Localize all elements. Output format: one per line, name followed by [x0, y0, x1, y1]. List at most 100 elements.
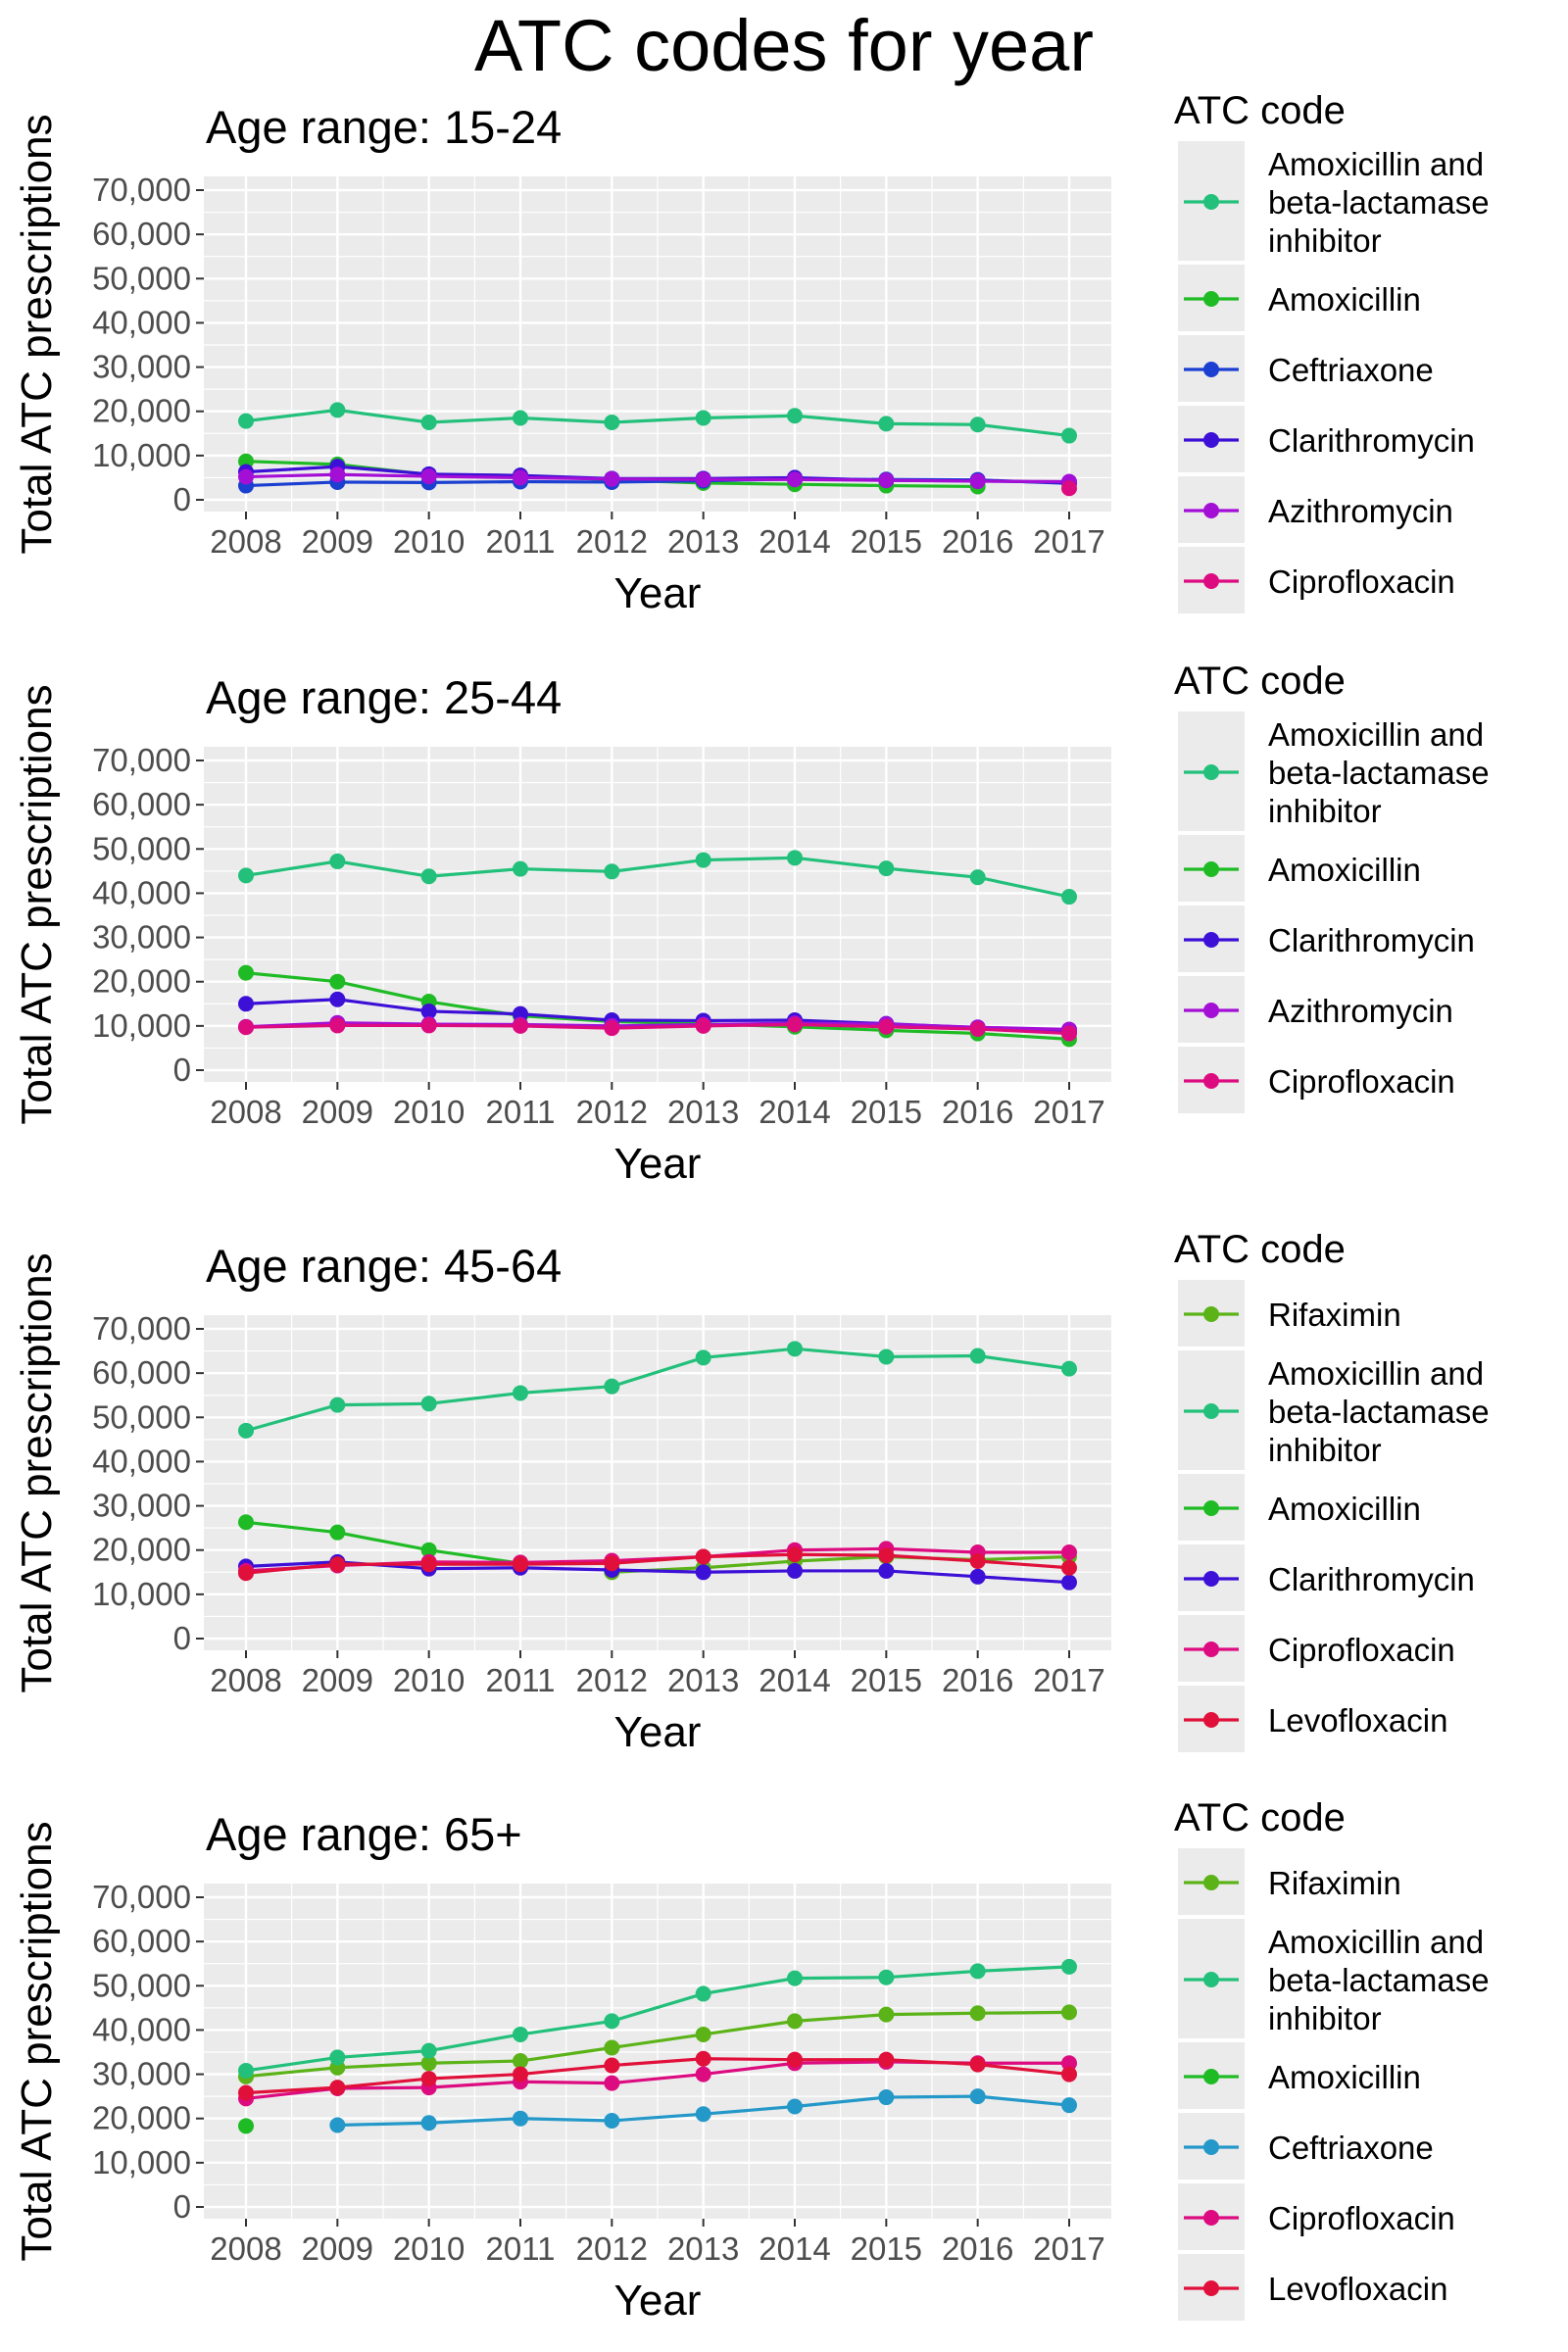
data-point: [878, 860, 895, 877]
legend-key-point: [1203, 1306, 1219, 1322]
y-tick-label: 10,000: [92, 2144, 191, 2180]
data-point: [513, 2066, 528, 2082]
legend-label: Clarithromycin: [1268, 1561, 1475, 1597]
x-tick-label: 2015: [851, 1094, 922, 1130]
data-point: [878, 416, 895, 432]
legend-label: Ciprofloxacin: [1268, 1632, 1455, 1668]
y-tick-label: 30,000: [92, 1488, 191, 1524]
legend-label: Ceftriaxone: [1268, 352, 1434, 388]
data-point: [329, 991, 346, 1007]
y-tick-label: 0: [173, 1052, 191, 1088]
x-tick-label: 2017: [1033, 1662, 1104, 1698]
data-point: [238, 2118, 254, 2134]
data-point: [420, 1017, 437, 1034]
data-point: [787, 408, 803, 424]
y-tick-label: 40,000: [92, 304, 191, 340]
data-point: [695, 2066, 711, 2082]
data-point: [420, 2042, 437, 2059]
y-tick-label: 10,000: [92, 1007, 191, 1044]
legend-label: inhibitor: [1268, 1432, 1382, 1468]
series-line: [245, 2057, 1070, 2095]
legend-label: inhibitor: [1268, 2000, 1382, 2036]
y-tick-label: 0: [173, 481, 191, 517]
legend-key-point: [1203, 1003, 1219, 1018]
data-point: [878, 1562, 895, 1579]
data-point: [329, 973, 346, 990]
data-point: [1061, 2066, 1077, 2082]
data-point: [787, 2098, 803, 2115]
x-tick-label: 2012: [576, 1094, 648, 1130]
data-point: [329, 2049, 346, 2066]
data-point: [604, 2075, 620, 2091]
data-point: [420, 1003, 437, 1019]
legend-title: ATC code: [1174, 1228, 1346, 1271]
legend: ATC code Rifaximin Amoxicillin andbeta-lac…: [1174, 1796, 1490, 2321]
x-tick-label: 2015: [851, 2230, 922, 2267]
data-point: [695, 1564, 711, 1581]
x-tick-label: 2011: [486, 1094, 556, 1130]
series-levofloxacin: [238, 2050, 1077, 2101]
series-ciprofloxacin: [1061, 480, 1077, 497]
legend-key-point: [1203, 764, 1219, 780]
x-tick-label: 2013: [667, 1094, 739, 1130]
data-point: [604, 863, 620, 880]
data-point: [1061, 889, 1077, 906]
y-tick-label: 10,000: [92, 437, 191, 473]
data-point: [513, 2110, 528, 2127]
legend-label: Amoxicillin and: [1268, 716, 1484, 753]
data-point: [420, 1542, 437, 1558]
series-ceftriaxone: [329, 2088, 1077, 2133]
legend-key-point: [1203, 1403, 1219, 1419]
panel-title: Age range: 65+: [206, 1808, 522, 1860]
data-point: [420, 2071, 437, 2087]
data-point: [604, 1555, 620, 1572]
x-tick-label: 2011: [486, 1662, 556, 1698]
data-point: [420, 868, 437, 885]
legend-label: beta-lactamase: [1268, 1962, 1490, 1998]
x-tick-label: 2017: [1033, 523, 1104, 560]
legend-key-point: [1203, 194, 1219, 210]
data-point: [604, 2013, 620, 2030]
legend-label: inhibitor: [1268, 793, 1382, 829]
legend-key-point: [1203, 573, 1219, 589]
legend-label: Ciprofloxacin: [1268, 2200, 1455, 2236]
data-point: [969, 2005, 986, 2022]
legend: ATC code Amoxicillin andbeta-lactamaseinh…: [1174, 89, 1490, 613]
legend-key-point: [1203, 432, 1219, 448]
y-tick-label: 50,000: [92, 830, 191, 866]
x-tick-label: 2017: [1033, 2230, 1104, 2267]
legend-label: Ciprofloxacin: [1268, 564, 1455, 600]
data-point: [695, 852, 711, 868]
x-axis-title: Year: [614, 2277, 702, 2325]
data-point: [1061, 1559, 1077, 1576]
y-tick-label: 20,000: [92, 2100, 191, 2136]
series-levofloxacin: [238, 1546, 1077, 1582]
legend-label: Clarithromycin: [1268, 422, 1475, 459]
series-line: [245, 1022, 1070, 1036]
y-tick-label: 20,000: [92, 963, 191, 1000]
data-point: [969, 1348, 986, 1364]
legend-key-point: [1203, 1875, 1219, 1890]
data-point: [695, 1985, 711, 2002]
data-point: [329, 2080, 346, 2096]
x-tick-label: 2008: [210, 1662, 281, 1698]
data-point: [604, 470, 620, 487]
y-tick-label: 70,000: [92, 172, 191, 208]
x-tick-label: 2008: [210, 2230, 281, 2267]
data-point: [329, 466, 346, 483]
series-amoxicillin-and-beta-lactamase-inhibitor: [238, 1958, 1077, 2079]
data-point: [787, 1016, 803, 1033]
panel-title: Age range: 15-24: [206, 101, 562, 153]
data-point: [420, 415, 437, 430]
panel-title: Age range: 45-64: [206, 1240, 562, 1292]
series-line: [245, 408, 1070, 438]
legend-label: Ciprofloxacin: [1268, 1063, 1455, 1100]
series-line: [245, 1021, 1070, 1032]
data-point: [238, 1422, 254, 1439]
data-point: [878, 2006, 895, 2023]
y-axis-title: Total ATC prescriptions: [13, 1252, 61, 1692]
series-line: [245, 1965, 1070, 2073]
data-point: [238, 964, 254, 981]
data-point: [969, 1553, 986, 1569]
